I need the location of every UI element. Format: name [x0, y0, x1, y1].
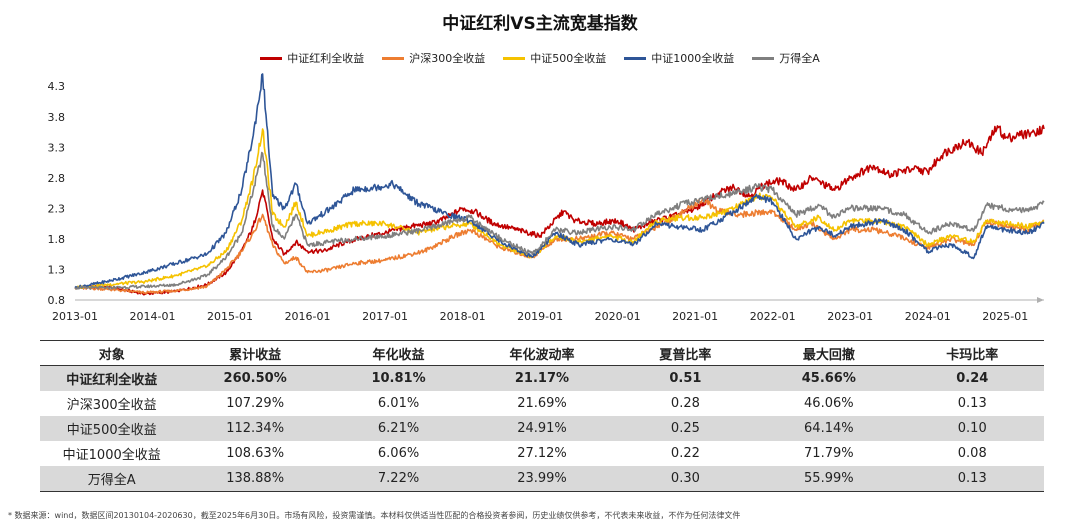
table-cell: 中证1000全收益: [62, 448, 161, 463]
legend-label: 沪深300全收益: [409, 52, 486, 65]
legend-label: 中证红利全收益: [287, 52, 365, 65]
performance-table: 对象 累计收益 年化收益 年化波动率 夏普比率 最大回撤 卡玛比率 中证红利全收…: [40, 340, 1044, 492]
x-tick-label: 2020-01: [595, 310, 641, 323]
table-cell: 0.13: [957, 396, 987, 411]
table-cell: 中证红利全收益: [40, 365, 184, 391]
legend-swatch: [382, 56, 405, 60]
chart-axes: 0.8 1.3 1.8 2.3 2.8 3.3 3.8 4.3 2013-01 2014-01 20…: [48, 80, 1044, 323]
y-tick-label: 2.3: [48, 202, 66, 215]
y-tick-label: 3.3: [48, 141, 66, 154]
x-tick-label: 2024-01: [905, 310, 951, 323]
legend-item: 中证红利全收益: [260, 50, 364, 66]
legend-item: 中证1000全收益: [624, 50, 734, 66]
table-cell: 27.12%: [517, 446, 567, 461]
table-cell: 71.79%: [804, 446, 854, 461]
table-cell: 45.66%: [757, 365, 901, 391]
table-cell: 138.88%: [183, 466, 327, 492]
column-header: 年化收益: [326, 340, 471, 366]
legend-label: 中证500全收益: [530, 52, 607, 65]
series-line: [74, 151, 1045, 290]
series-line: [74, 124, 1045, 296]
table-row: 中证1000全收益 108.63% 6.06% 27.12% 0.22 71.7…: [40, 441, 1044, 466]
table-cell: 万得全A: [40, 466, 184, 492]
series-line: [74, 73, 1045, 290]
table-row: 万得全A 138.88% 7.22% 23.99% 0.30 55.99% 0.…: [40, 466, 1044, 492]
legend-swatch: [752, 56, 775, 60]
chart-title: 中证红利VS主流宽基指数: [442, 14, 638, 34]
table-cell: 112.34%: [183, 416, 327, 441]
table-cell: 260.50%: [183, 365, 327, 391]
table-cell: 0.08: [957, 446, 987, 461]
table-cell: 23.99%: [470, 466, 614, 492]
chart-series-lines: [74, 73, 1045, 296]
series-line: [74, 197, 1045, 295]
series-line: [74, 128, 1045, 289]
column-header: 累计收益: [183, 340, 327, 366]
table-cell: 7.22%: [326, 466, 471, 492]
x-tick-label: 2014-01: [130, 310, 176, 323]
x-axis-arrow: [1037, 297, 1044, 303]
table-cell: 55.99%: [757, 466, 901, 492]
x-tick-label: 2016-01: [285, 310, 331, 323]
table-cell: 沪深300全收益: [66, 398, 157, 413]
table-cell: 0.22: [670, 446, 700, 461]
table-cell: 0.25: [613, 416, 758, 441]
y-tick-label: 2.8: [48, 172, 66, 185]
x-tick-label: 2025-01: [982, 310, 1028, 323]
table-cell: 0.28: [670, 396, 700, 411]
column-header: 年化波动率: [470, 340, 614, 366]
y-tick-label: 4.3: [48, 80, 66, 93]
table-cell: 6.21%: [326, 416, 471, 441]
column-header: 最大回撤: [757, 340, 901, 366]
legend-item: 中证500全收益: [503, 50, 606, 66]
table-row: 沪深300全收益 107.29% 6.01% 21.69% 0.28 46.06…: [40, 391, 1044, 416]
chart-legend: 中证红利全收益 沪深300全收益 中证500全收益 中证1000全收益 万得全A: [0, 50, 1080, 66]
y-tick-label: 3.8: [48, 111, 66, 124]
x-tick-label: 2019-01: [517, 310, 563, 323]
legend-label: 中证1000全收益: [651, 52, 735, 65]
table-cell: 24.91%: [470, 416, 614, 441]
legend-label: 万得全A: [779, 52, 820, 65]
legend-swatch: [260, 56, 283, 60]
x-tick-label: 2017-01: [362, 310, 408, 323]
table-cell: 64.14%: [757, 416, 901, 441]
y-tick-label: 1.8: [48, 233, 66, 246]
table-cell: 0.13: [900, 466, 1044, 492]
table-cell: 6.01%: [377, 396, 420, 411]
column-header: 对象: [40, 340, 184, 366]
y-tick-label: 0.8: [48, 294, 66, 307]
table-cell: 0.24: [900, 365, 1044, 391]
table-header-row: 对象 累计收益 年化收益 年化波动率 夏普比率 最大回撤 卡玛比率: [40, 340, 1044, 366]
x-tick-label: 2013-01: [52, 310, 98, 323]
x-tick-label: 2023-01: [827, 310, 873, 323]
x-tick-label: 2021-01: [672, 310, 718, 323]
table-row: 中证红利全收益 260.50% 10.81% 21.17% 0.51 45.66…: [40, 365, 1044, 391]
x-tick-label: 2018-01: [440, 310, 486, 323]
x-tick-label: 2022-01: [750, 310, 796, 323]
column-header: 夏普比率: [613, 340, 758, 366]
table-cell: 10.81%: [326, 365, 471, 391]
column-header: 卡玛比率: [900, 340, 1044, 366]
y-tick-label: 1.3: [48, 263, 66, 276]
table-cell: 108.63%: [226, 446, 285, 461]
legend-swatch: [624, 56, 647, 60]
table-cell: 107.29%: [226, 396, 285, 411]
footnote: * 数据来源：wind，数据区间20130104-2020630，截至2025年…: [8, 511, 741, 520]
table-cell: 0.51: [613, 365, 758, 391]
table-cell: 21.69%: [517, 396, 567, 411]
table-cell: 46.06%: [804, 396, 854, 411]
table-cell: 中证500全收益: [40, 416, 184, 441]
line-chart: 0.8 1.3 1.8 2.3 2.8 3.3 3.8 4.3 2013-01 2014-01 20…: [48, 73, 1045, 323]
table-cell: 0.10: [900, 416, 1044, 441]
table-cell: 6.06%: [377, 446, 420, 461]
legend-item: 沪深300全收益: [382, 50, 485, 66]
legend-item: 万得全A: [752, 50, 820, 66]
table-row: 中证500全收益 112.34% 6.21% 24.91% 0.25 64.14…: [40, 416, 1044, 441]
legend-swatch: [503, 56, 526, 60]
table-cell: 0.30: [613, 466, 758, 492]
x-tick-label: 2015-01: [207, 310, 253, 323]
table-cell: 21.17%: [470, 365, 614, 391]
